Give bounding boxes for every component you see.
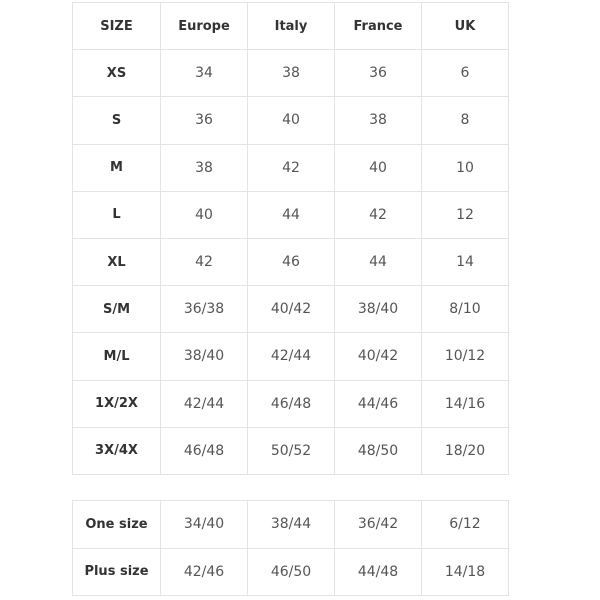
special-sizes-table: One size 34/40 38/44 36/42 6/12 Plus size 42/4… xyxy=(72,500,509,596)
size-label-cell: S/M xyxy=(72,285,161,334)
table-cell: 36 xyxy=(160,96,248,145)
table-cell: 12 xyxy=(421,190,509,239)
table-row: M 38 42 40 10 xyxy=(72,143,509,192)
size-label-cell: 3X/4X xyxy=(72,426,161,475)
table-cell: 10/12 xyxy=(421,332,509,381)
table-cell: 14/16 xyxy=(421,379,509,428)
table-cell: 46/50 xyxy=(247,547,335,596)
table-cell: 42 xyxy=(247,143,335,192)
table-cell: 40 xyxy=(247,96,335,145)
table-row: XS 34 38 36 6 xyxy=(72,49,509,98)
table-cell: 8 xyxy=(421,96,509,145)
size-conversion-table: SIZE Europe Italy France UK XS 34 38 36 6 S 36 40 38 8… xyxy=(72,1,509,475)
table-cell: 40 xyxy=(160,190,248,239)
table-cell: 8/10 xyxy=(421,285,509,334)
table-cell: 42 xyxy=(334,190,422,239)
size-label-cell: L xyxy=(72,190,161,239)
table-cell: 40/42 xyxy=(247,285,335,334)
table-cell: 46 xyxy=(247,237,335,287)
table-cell: 10 xyxy=(421,143,509,192)
table-cell: 44/48 xyxy=(334,547,422,596)
table-row: XL 42 46 44 14 xyxy=(72,237,509,287)
column-header: France xyxy=(334,1,422,51)
table-row: S 36 40 38 8 xyxy=(72,96,509,145)
table-cell: 14/18 xyxy=(421,547,509,596)
table-cell: 44 xyxy=(334,237,422,287)
column-header: Italy xyxy=(247,1,335,51)
table-cell: 38/40 xyxy=(334,285,422,334)
table-cell: 42/44 xyxy=(160,379,248,428)
size-label-cell: M xyxy=(72,143,161,192)
table-cell: 38 xyxy=(334,96,422,145)
size-label-cell: Plus size xyxy=(72,547,161,596)
size-label-cell: XS xyxy=(72,49,161,98)
column-header: UK xyxy=(421,1,509,51)
table-cell: 38 xyxy=(160,143,248,192)
table-cell: 38/44 xyxy=(247,500,335,549)
table-row: Plus size 42/46 46/50 44/48 14/18 xyxy=(72,547,509,596)
size-label-cell: S xyxy=(72,96,161,145)
table-row: One size 34/40 38/44 36/42 6/12 xyxy=(72,500,509,549)
table-cell: 46/48 xyxy=(247,379,335,428)
table-cell: 40/42 xyxy=(334,332,422,381)
table-cell: 6 xyxy=(421,49,509,98)
table-cell: 36/38 xyxy=(160,285,248,334)
table-cell: 42/46 xyxy=(160,547,248,596)
header-row: SIZE Europe Italy France UK xyxy=(72,1,509,51)
table-cell: 18/20 xyxy=(421,426,509,475)
table-row: 3X/4X 46/48 50/52 48/50 18/20 xyxy=(72,426,509,475)
table-cell: 38/40 xyxy=(160,332,248,381)
table-cell: 34 xyxy=(160,49,248,98)
table-cell: 36/42 xyxy=(334,500,422,549)
table-cell: 46/48 xyxy=(160,426,248,475)
table-cell: 36 xyxy=(334,49,422,98)
table-cell: 50/52 xyxy=(247,426,335,475)
table-cell: 42/44 xyxy=(247,332,335,381)
size-label-cell: 1X/2X xyxy=(72,379,161,428)
table-row: 1X/2X 42/44 46/48 44/46 14/16 xyxy=(72,379,509,428)
table-row: M/L 38/40 42/44 40/42 10/12 xyxy=(72,332,509,381)
size-label-cell: XL xyxy=(72,237,161,287)
column-header: SIZE xyxy=(72,1,161,51)
table-cell: 14 xyxy=(421,237,509,287)
size-label-cell: M/L xyxy=(72,332,161,381)
table-cell: 38 xyxy=(247,49,335,98)
table-cell: 44/46 xyxy=(334,379,422,428)
table-row: L 40 44 42 12 xyxy=(72,190,509,239)
table-cell: 34/40 xyxy=(160,500,248,549)
table-cell: 6/12 xyxy=(421,500,509,549)
table-row: S/M 36/38 40/42 38/40 8/10 xyxy=(72,285,509,334)
table-cell: 48/50 xyxy=(334,426,422,475)
column-header: Europe xyxy=(160,1,248,51)
table-cell: 42 xyxy=(160,237,248,287)
table-cell: 40 xyxy=(334,143,422,192)
table-cell: 44 xyxy=(247,190,335,239)
size-label-cell: One size xyxy=(72,500,161,549)
